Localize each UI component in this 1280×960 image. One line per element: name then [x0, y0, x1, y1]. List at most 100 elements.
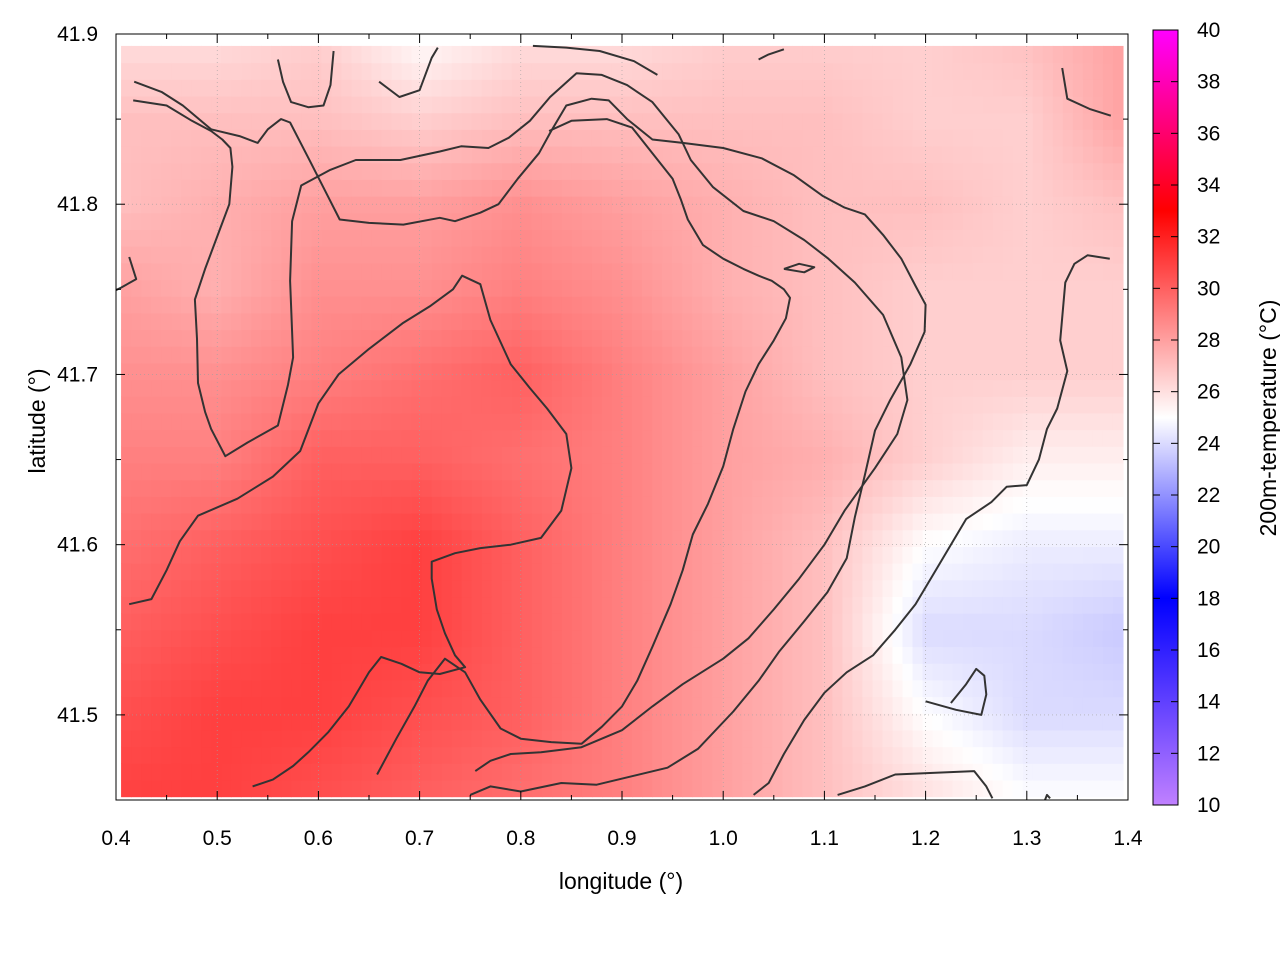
heatmap-cell: [902, 629, 914, 648]
heatmap-cell: [511, 246, 523, 264]
heatmap-cell: [872, 362, 884, 381]
heatmap-cell: [491, 729, 503, 748]
heatmap-cell: [261, 62, 272, 80]
heatmap-cell: [652, 146, 663, 164]
heatmap-cell: [371, 529, 383, 547]
heatmap-cell: [221, 412, 232, 431]
heatmap-cell: [121, 379, 132, 397]
heatmap-cell: [171, 212, 182, 231]
heatmap-cell: [1022, 246, 1034, 264]
heatmap-cell: [501, 95, 513, 114]
heatmap-cell: [1102, 162, 1114, 180]
heatmap-cell: [702, 429, 713, 447]
heatmap-cell: [331, 663, 343, 681]
heatmap-cell: [351, 246, 363, 264]
heatmap-cell: [331, 112, 343, 130]
heatmap-cell: [672, 446, 683, 464]
heatmap-cell: [521, 179, 533, 197]
heatmap-cell: [892, 412, 904, 431]
heatmap-cell: [181, 179, 192, 197]
heatmap-cell: [762, 763, 773, 781]
heatmap-cell: [231, 696, 242, 714]
heatmap-cell: [872, 262, 884, 281]
heatmap-cell: [461, 346, 473, 364]
heatmap-cell: [311, 546, 323, 564]
heatmap-cell: [581, 262, 593, 281]
colorbar-gradient: [1152, 29, 1179, 806]
heatmap-cell: [752, 329, 763, 347]
heatmap-cell: [601, 429, 613, 447]
heatmap-cell: [782, 546, 793, 564]
heatmap-cell: [201, 412, 212, 431]
heatmap-cell: [1072, 346, 1084, 364]
heatmap-cell: [1092, 146, 1104, 164]
heatmap-cell: [1082, 179, 1094, 197]
heatmap-cell: [271, 613, 282, 631]
heatmap-cell: [812, 613, 823, 631]
heatmap-cell: [952, 279, 964, 297]
heatmap-cell: [972, 45, 984, 64]
heatmap-cell: [501, 529, 513, 547]
heatmap-cell: [341, 362, 353, 381]
heatmap-cell: [321, 763, 333, 781]
heatmap-cell: [131, 663, 142, 681]
heatmap-cell: [321, 462, 333, 481]
heatmap-cell: [922, 696, 934, 714]
heatmap-cell: [772, 496, 783, 514]
heatmap-cell: [992, 696, 1004, 714]
heatmap-cell: [611, 146, 623, 164]
heatmap-cell: [872, 713, 884, 731]
heatmap-cell: [652, 312, 663, 331]
heatmap-cell: [662, 95, 673, 114]
heatmap-cell: [892, 196, 904, 214]
heatmap-cell: [912, 546, 924, 564]
heatmap-cell: [141, 513, 152, 531]
heatmap-cell: [1052, 296, 1064, 314]
heatmap-cell: [211, 262, 222, 281]
heatmap-cell: [241, 262, 252, 281]
heatmap-cell: [481, 262, 493, 281]
heatmap-cell: [1082, 596, 1094, 614]
heatmap-cell: [722, 462, 733, 481]
heatmap-cell: [922, 196, 934, 214]
heatmap-cell: [942, 179, 954, 197]
heatmap-cell: [321, 179, 333, 197]
heatmap-cell: [1062, 229, 1074, 247]
heatmap-cell: [281, 212, 292, 231]
heatmap-cell: [471, 679, 483, 698]
heatmap-cell: [632, 496, 643, 514]
heatmap-cell: [862, 513, 874, 531]
heatmap-cell: [151, 713, 162, 731]
heatmap-cell: [812, 312, 823, 331]
heatmap-cell: [742, 496, 753, 514]
heatmap-cell: [632, 129, 643, 147]
heatmap-cell: [902, 446, 914, 464]
heatmap-cell: [692, 62, 703, 80]
heatmap-cell: [1012, 246, 1024, 264]
heatmap-cell: [171, 262, 182, 281]
heatmap-cell: [982, 713, 994, 731]
heatmap-cell: [992, 412, 1004, 431]
heatmap-cell: [972, 79, 984, 97]
heatmap-cell: [722, 279, 733, 297]
heatmap-cell: [601, 529, 613, 547]
heatmap-cell: [792, 296, 803, 314]
heatmap-cell: [241, 462, 252, 481]
heatmap-cell: [992, 312, 1004, 331]
heatmap-cell: [231, 196, 242, 214]
heatmap-cell: [1012, 379, 1024, 397]
heatmap-cell: [421, 362, 433, 381]
heatmap-cell: [922, 663, 934, 681]
heatmap-cell: [912, 162, 924, 180]
heatmap-cell: [1072, 129, 1084, 147]
heatmap-cell: [802, 729, 813, 748]
heatmap-cell: [692, 379, 703, 397]
heatmap-cell: [551, 229, 563, 247]
heatmap-cell: [662, 529, 673, 547]
heatmap-cell: [181, 429, 192, 447]
heatmap-cell: [611, 663, 623, 681]
heatmap-cell: [561, 513, 573, 531]
heatmap-cell: [842, 296, 854, 314]
heatmap-cell: [401, 613, 413, 631]
heatmap-cell: [742, 296, 753, 314]
